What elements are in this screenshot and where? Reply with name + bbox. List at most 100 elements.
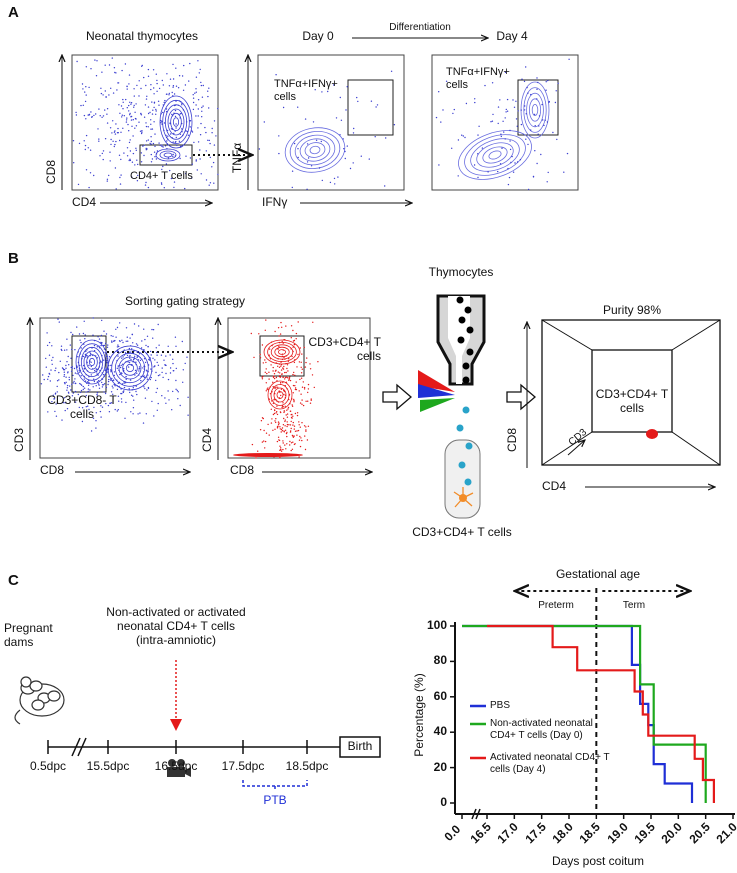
event-dot	[164, 364, 166, 366]
contour	[233, 453, 303, 457]
event-dot	[286, 364, 289, 366]
event-dot	[126, 155, 129, 157]
event-dot	[68, 364, 70, 366]
event-dot	[129, 357, 131, 359]
event-dot	[274, 428, 276, 430]
event-dot	[140, 87, 142, 90]
event-dot	[281, 406, 283, 409]
event-dot	[268, 398, 271, 400]
event-dot	[100, 361, 102, 363]
event-dot	[79, 382, 81, 385]
event-dot	[45, 366, 47, 368]
event-dot	[301, 399, 303, 401]
event-dot	[296, 366, 298, 368]
event-dot	[307, 383, 310, 386]
event-dot	[85, 118, 87, 120]
event-dot	[73, 367, 76, 370]
event-dot	[445, 80, 448, 83]
event-dot	[157, 100, 160, 103]
event-dot	[134, 374, 136, 376]
event-dot	[123, 115, 126, 117]
event-dot	[181, 75, 184, 77]
event-dot	[105, 96, 107, 98]
contour	[111, 349, 149, 387]
event-dot	[114, 408, 116, 411]
event-dot	[115, 140, 117, 143]
event-dot	[128, 141, 131, 144]
event-dot	[287, 406, 290, 409]
event-dot	[507, 183, 510, 186]
event-dot	[160, 119, 162, 122]
event-dot	[500, 133, 502, 135]
event-dot	[92, 317, 94, 319]
event-dot	[103, 344, 106, 347]
event-dot	[160, 122, 162, 124]
event-dot	[110, 364, 112, 367]
event-dot	[80, 341, 82, 344]
event-dot	[152, 329, 155, 331]
event-dot	[100, 334, 103, 337]
contour	[163, 152, 173, 158]
event-dot	[250, 332, 252, 335]
event-dot	[175, 367, 177, 370]
event-dot	[175, 127, 177, 129]
event-dot	[305, 430, 307, 432]
event-dot	[153, 93, 155, 95]
event-dot	[164, 99, 166, 102]
event-dot	[117, 132, 120, 134]
event-dot	[95, 368, 97, 370]
event-dot	[65, 367, 67, 369]
event-dot	[93, 114, 95, 117]
event-dot	[276, 413, 279, 416]
event-dot	[270, 422, 273, 424]
event-dot	[293, 361, 296, 364]
event-dot	[166, 73, 168, 75]
event-dot	[321, 179, 323, 182]
event-dot	[69, 344, 72, 346]
event-dot	[292, 436, 295, 438]
contour	[267, 341, 297, 362]
event-dot	[168, 94, 170, 96]
event-dot	[186, 356, 188, 358]
event-dot	[290, 337, 292, 339]
event-dot	[155, 391, 157, 394]
event-dot	[283, 430, 285, 432]
event-dot	[281, 430, 284, 432]
event-dot	[133, 104, 135, 107]
event-dot	[280, 369, 283, 371]
event-dot	[259, 429, 262, 431]
event-dot	[161, 367, 163, 369]
event-dot	[113, 340, 116, 342]
event-dot	[77, 393, 80, 396]
event-dot	[71, 367, 73, 369]
event-dot	[185, 130, 187, 132]
event-dot	[208, 139, 210, 142]
event-dot	[171, 409, 173, 411]
event-dot	[148, 359, 151, 361]
event-dot	[525, 113, 527, 115]
event-dot	[173, 186, 175, 189]
event-dot	[512, 171, 515, 173]
event-dot	[156, 82, 158, 85]
event-dot	[261, 376, 263, 378]
diagram-label: Non-activated or activated neonatal CD4+…	[106, 605, 246, 647]
event-dot	[133, 88, 135, 90]
event-dot	[142, 422, 145, 424]
event-dot	[130, 115, 133, 118]
plot-title: Purity 98%	[602, 303, 662, 317]
event-dot	[115, 336, 117, 338]
event-dot	[297, 148, 299, 150]
event-dot	[153, 102, 156, 104]
event-dot	[101, 152, 104, 155]
event-dot	[172, 370, 174, 372]
event-dot	[56, 385, 58, 388]
event-dot	[51, 359, 53, 361]
event-dot	[117, 365, 119, 367]
event-dot	[84, 338, 86, 340]
event-dot	[136, 351, 138, 353]
event-dot	[98, 108, 100, 110]
event-dot	[70, 331, 72, 334]
event-dot	[110, 87, 112, 90]
event-dot	[117, 409, 120, 411]
event-dot	[138, 370, 140, 372]
